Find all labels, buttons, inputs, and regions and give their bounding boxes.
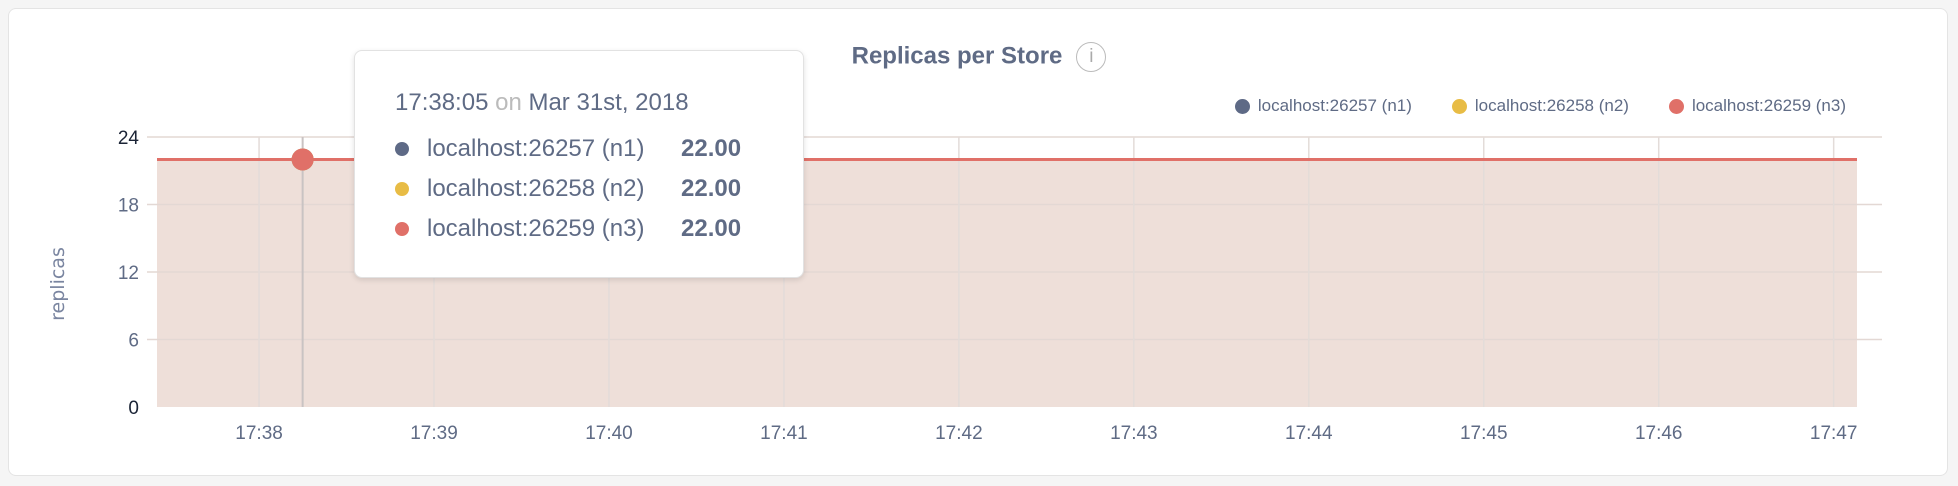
y-tick-label: 18 — [118, 196, 139, 217]
tooltip-series-label: localhost:26257 (n1) — [427, 135, 645, 162]
tooltip-header: 17:38:05 on Mar 31st, 2018 — [395, 89, 689, 116]
legend-item[interactable]: localhost:26259 (n3) — [1668, 96, 1846, 116]
x-tick-label: 17:43 — [1110, 423, 1158, 444]
x-tick-label: 17:45 — [1460, 423, 1508, 444]
x-tick-label: 17:42 — [935, 423, 983, 444]
tooltip-series-label: localhost:26259 (n3) — [427, 215, 645, 242]
tooltip-value: 22.00 — [681, 135, 742, 162]
x-tick-label: 17:47 — [1810, 423, 1858, 444]
legend-label: localhost:26259 (n3) — [1691, 96, 1846, 115]
x-tick-label: 17:41 — [760, 423, 808, 444]
legend-dot-icon — [1234, 98, 1250, 114]
tooltip: 17:38:05 on Mar 31st, 2018 localhost:262… — [354, 50, 804, 278]
legend: localhost:26257 (n1) localhost:26258 (n2)… — [1234, 96, 1846, 116]
series-dot-icon — [395, 182, 409, 196]
x-tick-label: 17:39 — [410, 423, 458, 444]
series-dot-icon — [395, 222, 409, 236]
info-icon[interactable]: i — [1076, 42, 1107, 72]
tooltip-row: localhost:26259 (n3) 22.00 — [395, 209, 803, 249]
legend-dot-icon — [1668, 98, 1684, 114]
y-tick-label: 12 — [118, 263, 139, 284]
tooltip-row: localhost:26258 (n2) 22.00 — [395, 169, 803, 209]
y-tick-label: 24 — [118, 128, 140, 149]
chart-title: Replicas per Store i — [0, 42, 1958, 72]
y-tick-label: 6 — [128, 331, 139, 352]
series-dot-icon — [395, 142, 409, 156]
legend-label: localhost:26257 (n1) — [1257, 96, 1412, 115]
x-tick-label: 17:46 — [1635, 423, 1683, 444]
legend-item[interactable]: localhost:26258 (n2) — [1451, 96, 1629, 116]
y-tick-label: 0 — [128, 398, 139, 419]
hover-point — [291, 148, 314, 171]
legend-dot-icon — [1451, 98, 1467, 114]
tooltip-value: 22.00 — [681, 175, 742, 202]
y-axis-label: replicas — [47, 247, 69, 321]
x-tick-label: 17:44 — [1285, 423, 1333, 444]
x-tick-label: 17:40 — [585, 423, 633, 444]
tooltip-row: localhost:26257 (n1) 22.00 — [395, 129, 803, 169]
legend-item[interactable]: localhost:26257 (n1) — [1234, 96, 1412, 116]
x-tick-label: 17:38 — [235, 423, 283, 444]
tooltip-series-label: localhost:26258 (n2) — [427, 175, 645, 202]
legend-label: localhost:26258 (n2) — [1474, 96, 1629, 115]
tooltip-value: 22.00 — [681, 215, 742, 242]
